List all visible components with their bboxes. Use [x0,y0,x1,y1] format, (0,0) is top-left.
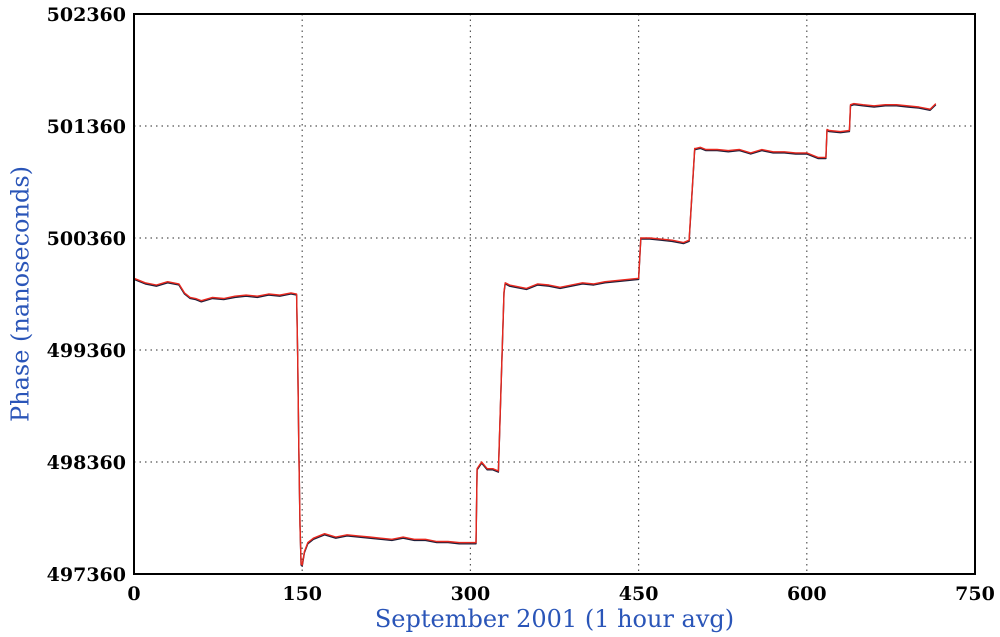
x-tick-label: 750 [955,583,995,605]
y-tick-label: 500360 [47,228,126,250]
plot-frame [133,13,976,575]
x-tick-label: 450 [619,583,659,605]
y-tick-label: 499360 [47,340,126,362]
x-tick-label: 600 [787,583,827,605]
y-tick-label: 498360 [47,452,126,474]
x-tick-labels: 0 150 300 450 600 750 [127,583,994,605]
y-axis-title: Phase (nanoseconds) [7,166,35,422]
y-tick-labels: 497360 498360 499360 500360 501360 502360 [47,4,126,586]
series-line-1 [133,102,937,566]
y-tick-label: 497360 [47,564,126,586]
x-tick-label: 0 [127,583,140,605]
y-tick-label: 501360 [47,116,126,138]
x-tick-label: 300 [451,583,491,605]
x-axis-title: September 2001 (1 hour avg) [375,605,734,633]
y-tick-label: 502360 [47,4,126,26]
series-layer [133,102,937,567]
series-line-2 [133,103,937,567]
x-tick-label: 150 [282,583,322,605]
